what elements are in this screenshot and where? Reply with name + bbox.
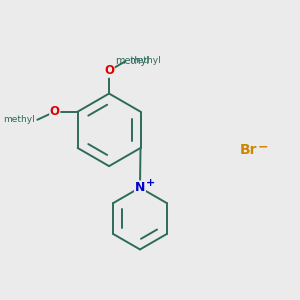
Text: N: N — [135, 181, 145, 194]
Text: methyl: methyl — [3, 115, 34, 124]
Text: Br: Br — [240, 143, 258, 157]
Text: +: + — [146, 178, 155, 188]
Text: methyl: methyl — [129, 56, 161, 65]
Text: O: O — [50, 105, 60, 118]
Text: O: O — [104, 64, 114, 77]
Text: −: − — [258, 141, 268, 154]
Text: methyl: methyl — [115, 56, 149, 66]
